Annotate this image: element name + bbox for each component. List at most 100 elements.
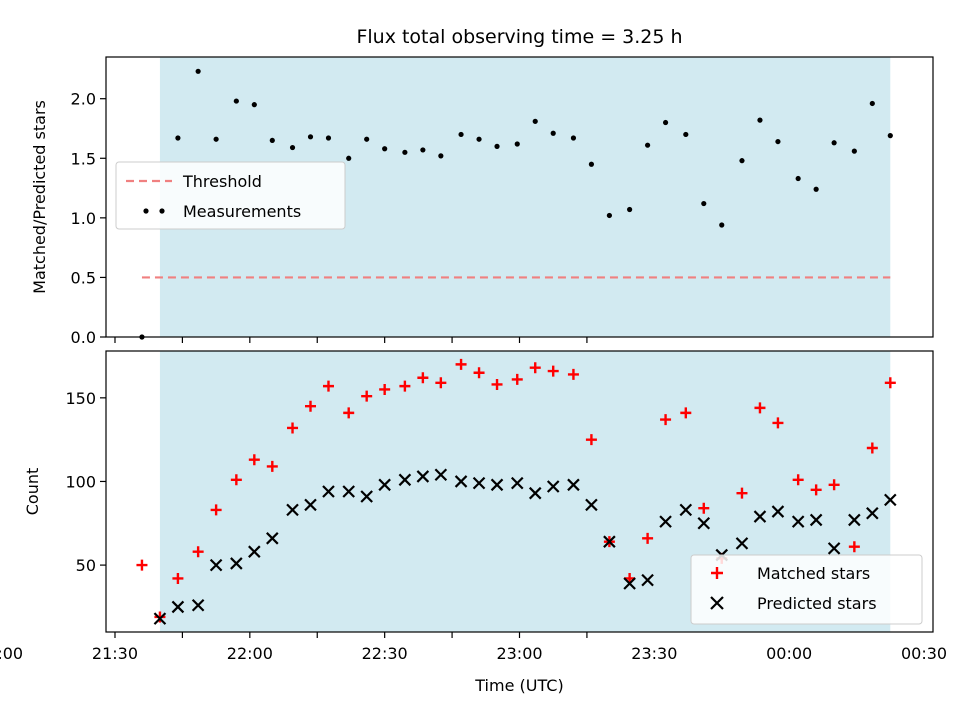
measurement-point [195, 68, 201, 74]
predicted-star-marker [266, 532, 279, 545]
predicted-star-marker [585, 498, 598, 512]
matched-star-marker [266, 460, 278, 472]
matched-star-marker [361, 390, 373, 402]
measurement-point [307, 134, 314, 140]
matched-star-marker [305, 400, 317, 412]
predicted-star-marker [191, 598, 205, 612]
y-tick-label: 0.0 [71, 328, 96, 347]
predicted-star-marker [510, 476, 524, 490]
matched-star-marker [736, 487, 748, 499]
predicted-star-marker [342, 485, 355, 498]
predicted-star-marker [827, 542, 841, 555]
matched-star-marker [473, 367, 485, 379]
measurement-point [213, 136, 219, 142]
predicted-star-marker [884, 493, 897, 507]
matched-star-marker [642, 532, 654, 544]
measurement-point [739, 158, 745, 164]
measurement-point [813, 186, 819, 192]
predicted-star-marker [248, 545, 261, 558]
matched-star-marker [399, 380, 411, 392]
predicted-star-marker [209, 558, 223, 572]
matched-star-marker [884, 377, 896, 389]
ratio-legend: Threshold Measurements [115, 161, 346, 230]
legend-predicted-swatch [710, 596, 724, 610]
ratio-panel: 0.0 0.5 1.0 1.5 2.0 Flux total observing tim… [30, 26, 934, 347]
ratio-y-axis-label: Matched/Predicted stars [30, 100, 49, 294]
x-tick-label: 21:30 [92, 644, 138, 663]
measurement-point [644, 142, 651, 148]
matched-star-marker [230, 474, 242, 486]
predicted-star-marker [697, 517, 711, 530]
predicted-star-marker [472, 476, 486, 490]
measurement-point [382, 146, 388, 152]
measurement-point [494, 143, 500, 149]
matched-star-marker [322, 380, 334, 392]
ratio-legend-box [115, 161, 346, 230]
x-tick-label: 00:00 [766, 644, 812, 663]
measurement-point [476, 136, 482, 142]
chart-title: Flux total observing time = 3.25 h [356, 26, 682, 48]
predicted-star-marker [378, 478, 391, 492]
measurement-point [775, 138, 781, 145]
legend-measurement-swatch [159, 208, 165, 214]
matched-star-marker [660, 414, 672, 426]
legend-threshold-label: Threshold [182, 172, 262, 191]
predicted-star-marker [753, 510, 767, 523]
predicted-star-marker [546, 480, 560, 493]
matched-star-marker [136, 559, 148, 571]
measurement-point [458, 131, 464, 138]
measurement-point [627, 206, 633, 213]
predicted-star-marker [304, 498, 317, 512]
matched-star-marker [154, 611, 166, 623]
matched-star-marker [435, 377, 447, 389]
matched-star-marker [848, 541, 860, 553]
predicted-star-marker [434, 468, 448, 482]
predicted-star-marker [623, 577, 636, 590]
measurement-point [402, 149, 408, 155]
matched-star-marker [491, 378, 503, 390]
measurement-point [175, 135, 181, 141]
measurement-point [438, 153, 444, 159]
legend-matched-label: Matched stars [757, 564, 870, 583]
y-tick-label: 2.0 [71, 90, 96, 109]
predicted-star-marker [230, 557, 243, 570]
measurement-point [269, 137, 275, 144]
y-tick-label: 0.5 [71, 268, 96, 287]
x-tick-label: 22:30 [362, 644, 408, 663]
predicted-star-marker [679, 503, 693, 517]
predicted-star-marker [528, 486, 542, 500]
matched-star-marker [680, 407, 692, 419]
predicted-star-marker [659, 515, 672, 528]
count-legend-box [690, 554, 923, 625]
y-tick-label: 1.5 [71, 149, 96, 168]
predicted-star-marker [848, 513, 861, 527]
ratio-y-ticks: 0.0 0.5 1.0 1.5 2.0 [71, 90, 106, 347]
predicted-star-marker [866, 506, 879, 520]
matched-star-marker [754, 402, 766, 414]
predicted-stars-points [153, 468, 897, 625]
matched-star-marker [417, 372, 429, 384]
measurement-point [719, 222, 725, 228]
y-tick-label: 150 [65, 389, 96, 408]
predicted-star-marker [360, 490, 373, 503]
x-tick-label: 23:30 [631, 644, 677, 663]
x-tick-label: 22:00 [227, 644, 273, 663]
measurement-point [795, 175, 801, 182]
predicted-star-marker [286, 503, 299, 517]
predicted-star-marker [398, 473, 412, 487]
legend-matched-swatch [711, 567, 723, 579]
matched-star-marker [567, 368, 579, 380]
measurement-point [514, 141, 520, 147]
predicted-star-marker [490, 478, 504, 492]
measurement-point [588, 161, 595, 167]
matched-star-marker [379, 383, 391, 395]
count-y-ticks: 50 100 150 [65, 389, 106, 575]
matched-star-marker [511, 373, 523, 385]
matched-star-marker [810, 484, 822, 496]
matched-star-marker [866, 442, 878, 454]
matched-star-marker [210, 504, 222, 516]
measurement-point [233, 98, 239, 104]
count-panel: 50 100 150 21:30 22:00 22:30 23:00 23:30 00:00 0… [0, 350, 947, 695]
matched-star-marker [828, 479, 840, 491]
count-y-axis-label: Count [23, 468, 42, 516]
